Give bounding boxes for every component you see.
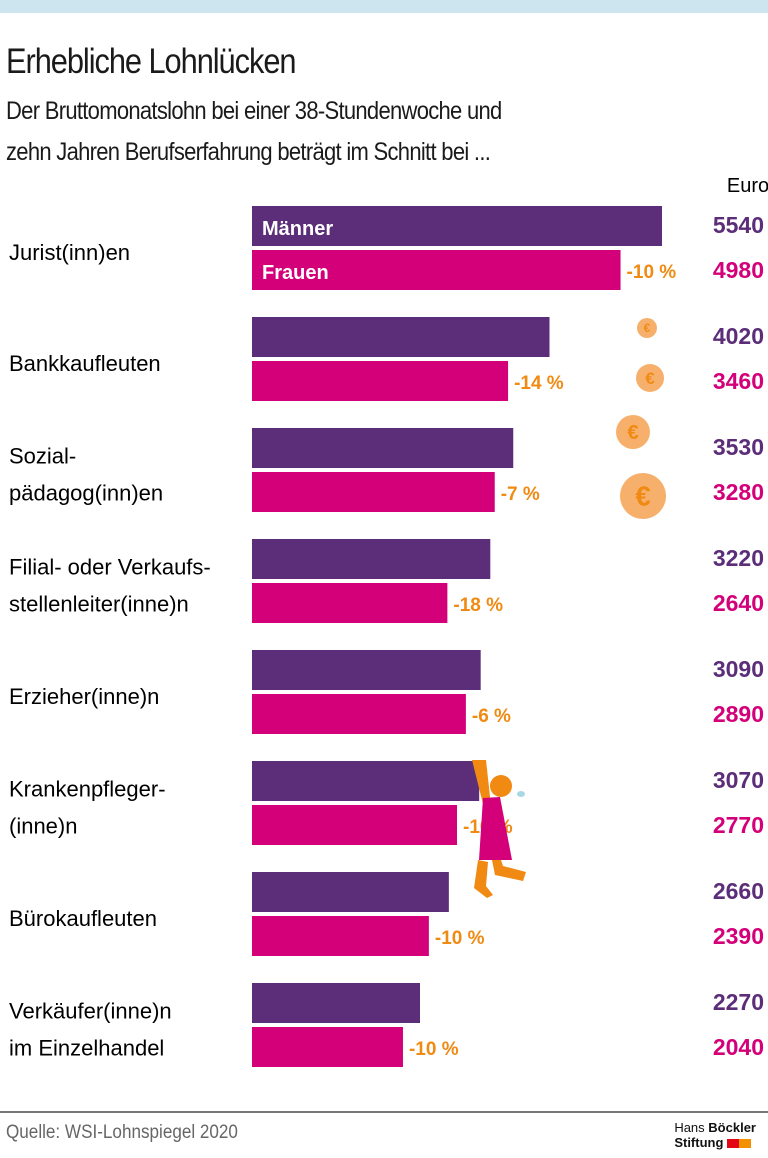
euro-coin-icon (616, 415, 650, 449)
bar-women (252, 583, 448, 623)
figure-part (472, 760, 491, 808)
category-label: Verkäufer(inne)n (9, 999, 172, 1024)
chart-subtitle-line-2: zehn Jahren Berufserfahrung beträgt im S… (6, 138, 491, 166)
euro-coin-icon (620, 473, 666, 519)
footer-divider (0, 1111, 768, 1113)
value-label-women: 2890 (713, 701, 764, 727)
value-label-men: 3220 (713, 545, 764, 571)
category-label: Krankenpfleger- (9, 777, 166, 802)
bar-women (252, 916, 429, 956)
source-note: Quelle: WSI-Lohnspiegel 2020 (6, 1122, 238, 1143)
euro-symbol-icon: € (627, 422, 638, 444)
gap-label: -6 % (472, 706, 511, 727)
bar-men (252, 983, 420, 1023)
legend-men: Männer (262, 218, 333, 240)
bar-men (252, 761, 480, 801)
category-label: Bankkaufleuten (9, 351, 161, 376)
value-label-women: 2770 (713, 812, 764, 838)
euro-coin-icon (637, 318, 657, 338)
gap-label: -18 % (453, 595, 503, 616)
value-label-men: 5540 (713, 212, 764, 238)
euro-symbol-icon: € (644, 321, 651, 335)
logo-text-hans: Hans (674, 1120, 705, 1135)
value-label-men: 2660 (713, 878, 764, 904)
value-label-women: 3460 (713, 368, 764, 394)
logo-text-stiftung: Stiftung (674, 1135, 724, 1150)
bar-women (252, 1027, 403, 1067)
hans-boeckler-logo: Hans Böckler Stiftung (674, 1120, 756, 1150)
unit-label: Euro (727, 175, 768, 197)
bar-men (252, 650, 481, 690)
figure-part (479, 797, 512, 860)
logo-text-boeckler: Böckler (708, 1120, 756, 1135)
figure-part (517, 791, 525, 797)
bar-men (252, 872, 449, 912)
value-label-men: 3070 (713, 767, 764, 793)
category-label: Bürokaufleuten (9, 906, 157, 931)
bar-women (252, 361, 509, 401)
bar-women (252, 805, 457, 845)
category-label: Erzieher(inne)n (9, 684, 159, 709)
gap-label: -7 % (501, 484, 540, 505)
gap-label: -10 % (435, 928, 485, 949)
bar-chart: Euro Jurist(inn)en -10 % 5540 4980 Männer Frau… (9, 175, 768, 1067)
category-label: stellenleiter(inne)n (9, 592, 189, 617)
logo-orange-square (739, 1139, 752, 1149)
value-label-women: 4980 (713, 257, 764, 283)
bar-men (252, 206, 662, 246)
euro-symbol-icon: € (635, 481, 650, 512)
bar-women (252, 472, 495, 512)
gap-label: -10 % (627, 262, 677, 283)
category-label: Sozial- (9, 444, 76, 469)
value-label-men: 2270 (713, 989, 764, 1015)
bar-men (252, 539, 491, 579)
chart-title: Erhebliche Lohnlücken (6, 42, 297, 81)
legend-women: Frauen (262, 262, 329, 284)
euro-symbol-icon: € (645, 369, 655, 388)
value-label-women: 2040 (713, 1034, 764, 1060)
figure-part (492, 860, 526, 881)
value-label-men: 3090 (713, 656, 764, 682)
bar-women (252, 694, 466, 734)
category-label: pädagog(inn)en (9, 481, 163, 506)
category-label: (inne)n (9, 814, 77, 839)
bar-men (252, 428, 514, 468)
value-label-women: 3280 (713, 479, 764, 505)
bar-men (252, 317, 550, 357)
gap-label: -10 % (409, 1039, 459, 1060)
value-label-women: 2640 (713, 590, 764, 616)
euro-coin-icon (636, 364, 664, 392)
value-label-men: 3530 (713, 434, 764, 460)
bar-women (252, 250, 621, 290)
figure-part (490, 775, 512, 797)
chart-subtitle-line-1: Der Bruttomonatslohn bei einer 38-Stunde… (6, 97, 502, 125)
category-label: Jurist(inn)en (9, 240, 130, 265)
value-label-women: 2390 (713, 923, 764, 949)
figure-part (474, 860, 493, 898)
top-band (0, 0, 768, 13)
hanging-woman-icon (472, 760, 526, 898)
category-label: Filial- oder Verkaufs- (9, 555, 211, 580)
logo-red-square (727, 1139, 740, 1149)
category-label: im Einzelhandel (9, 1036, 164, 1061)
gap-label: -14 % (514, 373, 564, 394)
value-label-men: 4020 (713, 323, 764, 349)
